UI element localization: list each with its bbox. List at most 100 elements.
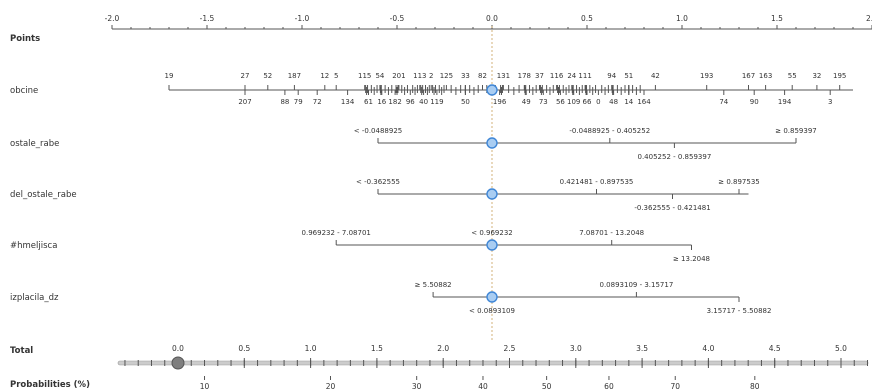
hmeljisca-category-label: 7.08701 - 13.2048 <box>579 229 644 237</box>
ostale-rabe-category-label: 0.405252 - 0.859397 <box>638 153 712 161</box>
obcine-top-label: 116 <box>550 72 564 80</box>
izplacila-dz-value-marker <box>486 291 498 303</box>
obcine-top-label: 94 <box>607 72 616 80</box>
obcine-top-label: 27 <box>241 72 250 80</box>
ostale-rabe-value-marker <box>486 137 498 149</box>
obcine-top-label: 163 <box>759 72 772 80</box>
izplacila-dz-category-label: ≥ 5.50882 <box>415 281 452 289</box>
hmeljisca-category-label: < 0.969232 <box>471 229 513 237</box>
total-axis-tick-label: 3.5 <box>636 344 648 353</box>
obcine-value-marker <box>486 84 498 96</box>
probability-tick-label: 30 <box>412 382 422 391</box>
izplacila-dz-category-label: < 0.0893109 <box>469 307 515 315</box>
obcine-top-label: 125 <box>440 72 453 80</box>
variable-label-hmeljisca: #hmeljisca <box>10 241 57 251</box>
points-axis: -2.0 -1.5 -1.0 -0.5 0.0 0.5 1.0 1.5 2.0 <box>105 14 872 30</box>
obcine-top-label: 111 <box>578 72 591 80</box>
hmeljisca-category-label: ≥ 13.2048 <box>673 255 710 263</box>
obcine-top-label: 193 <box>700 72 713 80</box>
total-axis-tick-label: 0.0 <box>172 344 184 353</box>
izplacila-dz-category-label: 0.0893109 - 3.15717 <box>600 281 674 289</box>
variable-label-izplacila-dz: izplacila_dz <box>10 293 59 303</box>
total-value-knob <box>171 356 185 370</box>
obcine-top-label: 54 <box>375 72 384 80</box>
obcine-bottom-label: 14 <box>624 98 633 106</box>
obcine-top-label: 37 <box>535 72 544 80</box>
del-ostale-rabe-value-marker <box>486 188 498 200</box>
izplacila-dz-category-label: 3.15717 - 5.50882 <box>707 307 772 315</box>
points-axis-label: Points <box>10 34 40 44</box>
variable-rows: 19 27 52 187 12 5 115 54 201 113 2 125 33 82 131 178 37 1… <box>165 26 853 340</box>
obcine-bottom-label: 207 <box>238 98 251 106</box>
obcine-bottom-label: 72 <box>313 98 322 106</box>
obcine-top-label: 195 <box>833 72 846 80</box>
obcine-bottom-label: 48 <box>609 98 618 106</box>
obcine-top-label: 113 <box>413 72 426 80</box>
obcine-top-label: 167 <box>742 72 755 80</box>
points-axis-tick-label: -1.0 <box>295 14 310 23</box>
total-axis-tick-label: 2.5 <box>504 344 516 353</box>
variable-label-obcine: obcine <box>10 86 38 96</box>
del-ostale-rabe-category-label: ≥ 0.897535 <box>718 178 760 186</box>
obcine-top-label: 33 <box>461 72 470 80</box>
total-axis: 0.0 0.5 1.0 1.5 2.0 2.5 3.0 3.5 4.0 4.5 5.0 <box>117 344 869 370</box>
points-axis-tick-label: -2.0 <box>105 14 120 23</box>
probability-tick-label: 70 <box>670 382 680 391</box>
probability-tick-label: 80 <box>750 382 760 391</box>
points-axis-tick-label: 0.0 <box>486 14 498 23</box>
probabilities-axis-label: Probabilities (%) <box>10 380 90 390</box>
obcine-bottom-label: 109 <box>567 98 580 106</box>
obcine-bottom-label: 40 <box>419 98 428 106</box>
total-axis-tick-label: 2.0 <box>437 344 449 353</box>
obcine-bottom-label: 88 <box>280 98 289 106</box>
obcine-top-label: 2 <box>429 72 433 80</box>
obcine-top-label: 42 <box>651 72 660 80</box>
points-axis-tick-label: -1.5 <box>200 14 215 23</box>
obcine-bottom-label: 61 <box>364 98 373 106</box>
obcine-bottom-label: 66 <box>583 98 592 106</box>
probability-tick-label: 50 <box>542 382 552 391</box>
obcine-bottom-label: 73 <box>539 98 548 106</box>
points-axis-tick-label: 1.0 <box>676 14 688 23</box>
total-axis-tick-label: 0.5 <box>238 344 250 353</box>
total-axis-tick-label: 1.0 <box>305 344 317 353</box>
obcine-bottom-label: 56 <box>556 98 565 106</box>
del-ostale-rabe-category-label: 0.421481 - 0.897535 <box>560 178 634 186</box>
obcine-top-label: 19 <box>165 72 174 80</box>
obcine-top-label: 201 <box>392 72 405 80</box>
ostale-rabe-category-label: < -0.0488925 <box>354 127 402 135</box>
obcine-top-label: 32 <box>812 72 821 80</box>
obcine-top-label: 52 <box>263 72 272 80</box>
total-axis-label: Total <box>10 346 33 356</box>
hmeljisca-value-marker <box>486 239 498 251</box>
obcine-bottom-label: 49 <box>522 98 531 106</box>
obcine-bottom-label: 0 <box>596 98 600 106</box>
obcine-bottom-label: 196 <box>493 98 507 106</box>
obcine-top-label: 5 <box>334 72 338 80</box>
obcine-top-label: 24 <box>567 72 576 80</box>
obcine-bottom-label: 119 <box>430 98 443 106</box>
obcine-bottom-label: 74 <box>719 98 728 106</box>
obcine-bottom-label: 50 <box>461 98 470 106</box>
del-ostale-rabe-category-label: < -0.362555 <box>356 178 400 186</box>
obcine-top-label: 115 <box>358 72 371 80</box>
total-slider-track <box>117 360 869 366</box>
obcine-top-label: 55 <box>788 72 797 80</box>
obcine-top-label: 187 <box>288 72 301 80</box>
variable-label-del-ostale-rabe: del_ostale_rabe <box>10 190 77 200</box>
probability-tick-label: 10 <box>200 382 210 391</box>
obcine-bottom-label: 79 <box>294 98 303 106</box>
variable-label-ostale-rabe: ostale_rabe <box>10 139 59 149</box>
total-axis-tick-label: 5.0 <box>835 344 847 353</box>
obcine-top-label: 178 <box>518 72 531 80</box>
row-labels: Points obcine ostale_rabe del_ostale_rabe #h… <box>10 34 90 390</box>
obcine-bottom-label: 96 <box>406 98 415 106</box>
obcine-bottom-label: 134 <box>341 98 355 106</box>
obcine-bottom-label: 164 <box>637 98 651 106</box>
del-ostale-rabe-category-label: -0.362555 - 0.421481 <box>634 204 710 212</box>
obcine-bottom-label: 194 <box>778 98 792 106</box>
obcine-bottom-label: 182 <box>388 98 401 106</box>
total-axis-tick-label: 1.5 <box>371 344 383 353</box>
total-axis-tick-label: 4.0 <box>702 344 714 353</box>
